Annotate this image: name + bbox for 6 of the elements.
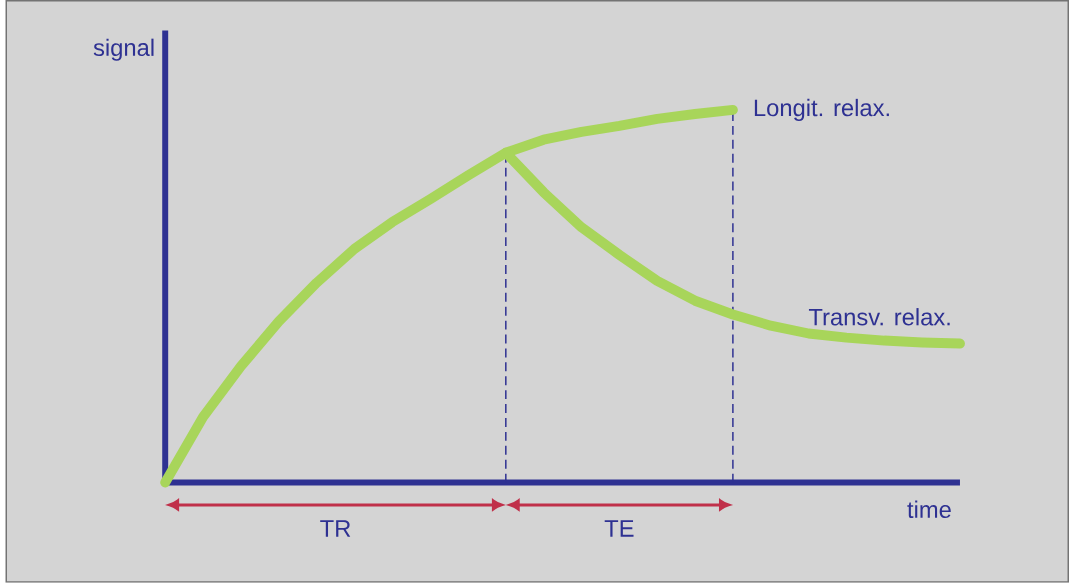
- text: TE: [604, 520, 634, 537]
- text: TR: [320, 520, 351, 537]
- series-label: Longit. relax.: [754, 99, 889, 122]
- y-axis-title: signal: [93, 38, 154, 61]
- series-label: Transv. relax.: [808, 308, 950, 326]
- x-axis-title: time: [907, 500, 951, 519]
